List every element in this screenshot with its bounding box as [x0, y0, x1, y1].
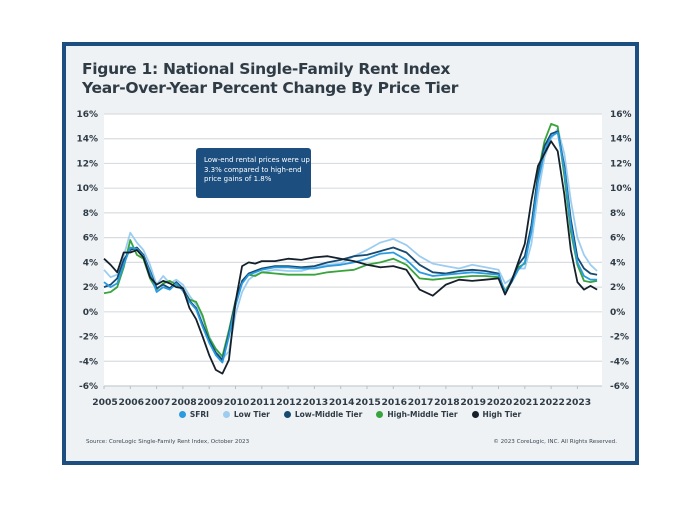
x-tick-label: 2016	[382, 397, 408, 408]
series-line-high-tier	[103, 140, 598, 375]
legend-marker	[471, 411, 479, 418]
y-tick-label-right: 12%	[610, 159, 632, 169]
y-tick-label-right: 14%	[610, 135, 632, 145]
x-tick-label: 2017	[408, 397, 434, 408]
y-axis-left: 16% 14% 12% 10% 8% 6% 4% 2% 0% -2% -4% -6%	[76, 110, 98, 392]
legend-label: High-Middle Tier	[387, 410, 458, 419]
y-tick-label-right: 8%	[610, 209, 625, 219]
series-lines	[103, 123, 598, 375]
x-tick-label: 2022	[539, 397, 565, 408]
x-tick-label: 2005	[92, 397, 118, 408]
legend-item: Low-Middle Tier	[283, 410, 363, 419]
annotation-callout: Low-end rental prices were up 3.3% compa…	[196, 148, 311, 198]
x-tick-label: 2010	[224, 397, 250, 408]
y-tick-label-left: 12%	[76, 159, 98, 169]
y-tick-label-right: 16%	[610, 110, 632, 120]
y-tick-label-right: 0%	[610, 308, 625, 318]
x-tick-label: 2021	[513, 397, 539, 408]
y-tick-label-left: 10%	[76, 184, 98, 194]
legend-label: Low-Middle Tier	[294, 410, 363, 419]
x-tick-label: 2015	[355, 397, 381, 408]
x-tick-label: 2023	[566, 397, 592, 408]
legend-marker	[178, 411, 186, 418]
y-axis-right: 16% 14% 12% 10% 8% 6% 4% 2% 0% -2% -4% -6%	[610, 110, 632, 392]
legend-item: SFRI	[178, 410, 209, 419]
y-tick-label-left: 0%	[83, 308, 98, 318]
x-tick-label: 2020	[487, 397, 513, 408]
x-tick-label: 2012	[276, 397, 302, 408]
series-line-sfri	[103, 131, 598, 364]
legend-marker	[222, 411, 230, 418]
x-tick-label: 2013	[303, 397, 329, 408]
series-line-low-tier	[103, 127, 598, 360]
y-tick-label-right: 10%	[610, 184, 632, 194]
y-tick-label-right: -4%	[610, 357, 629, 367]
legend-item: Low Tier	[222, 410, 270, 419]
copyright-note: © 2023 CoreLogic, INC. All Rights Reserv…	[493, 439, 617, 445]
y-tick-label-left: 16%	[76, 110, 98, 120]
x-tick-label: 2009	[197, 397, 223, 408]
y-tick-label-left: 4%	[83, 258, 98, 268]
x-tick-label: 2008	[171, 397, 197, 408]
y-tick-label-right: 4%	[610, 258, 625, 268]
chart-title: Figure 1: National Single-Family Rent In…	[82, 60, 451, 78]
y-tick-label-right: 6%	[610, 234, 625, 244]
legend-marker	[376, 411, 384, 418]
y-tick-label-left: 6%	[83, 234, 98, 244]
legend-item: High-Middle Tier	[376, 410, 458, 419]
chart-subtitle: Year-Over-Year Percent Change By Price T…	[82, 79, 459, 97]
y-tick-label-left: 2%	[83, 283, 98, 293]
legend-label: High Tier	[482, 410, 522, 419]
x-tick-label: 2018	[434, 397, 460, 408]
x-tick-label: 2006	[119, 397, 145, 408]
legend: SFRI Low Tier Low-Middle Tier High-Middle T…	[0, 410, 700, 419]
x-axis: 2005 2006 2007 2008 2009 2010 2011 2012 2013 2014…	[92, 386, 591, 408]
y-tick-label-left: -6%	[79, 382, 98, 392]
legend-marker	[283, 411, 291, 418]
chart-title-block: Figure 1: National Single-Family Rent In…	[82, 60, 458, 98]
y-tick-label-left: 14%	[76, 135, 98, 145]
legend-item: High Tier	[471, 410, 522, 419]
y-tick-label-right: 2%	[610, 283, 625, 293]
x-tick-label: 2007	[145, 397, 171, 408]
x-tick-label: 2011	[250, 397, 276, 408]
legend-label: Low Tier	[233, 410, 270, 419]
source-note: Source: CoreLogic Single-Family Rent Ind…	[86, 439, 250, 445]
plot-area	[104, 114, 602, 386]
y-tick-label-right: -2%	[610, 333, 629, 343]
legend-label: SFRI	[189, 410, 209, 419]
x-tick-label: 2019	[460, 397, 486, 408]
y-tick-label-left: -2%	[79, 333, 98, 343]
y-tick-label-right: -6%	[610, 382, 629, 392]
y-tick-label-left: 8%	[83, 209, 98, 219]
y-tick-label-left: -4%	[79, 357, 98, 367]
x-tick-label: 2014	[329, 397, 355, 408]
